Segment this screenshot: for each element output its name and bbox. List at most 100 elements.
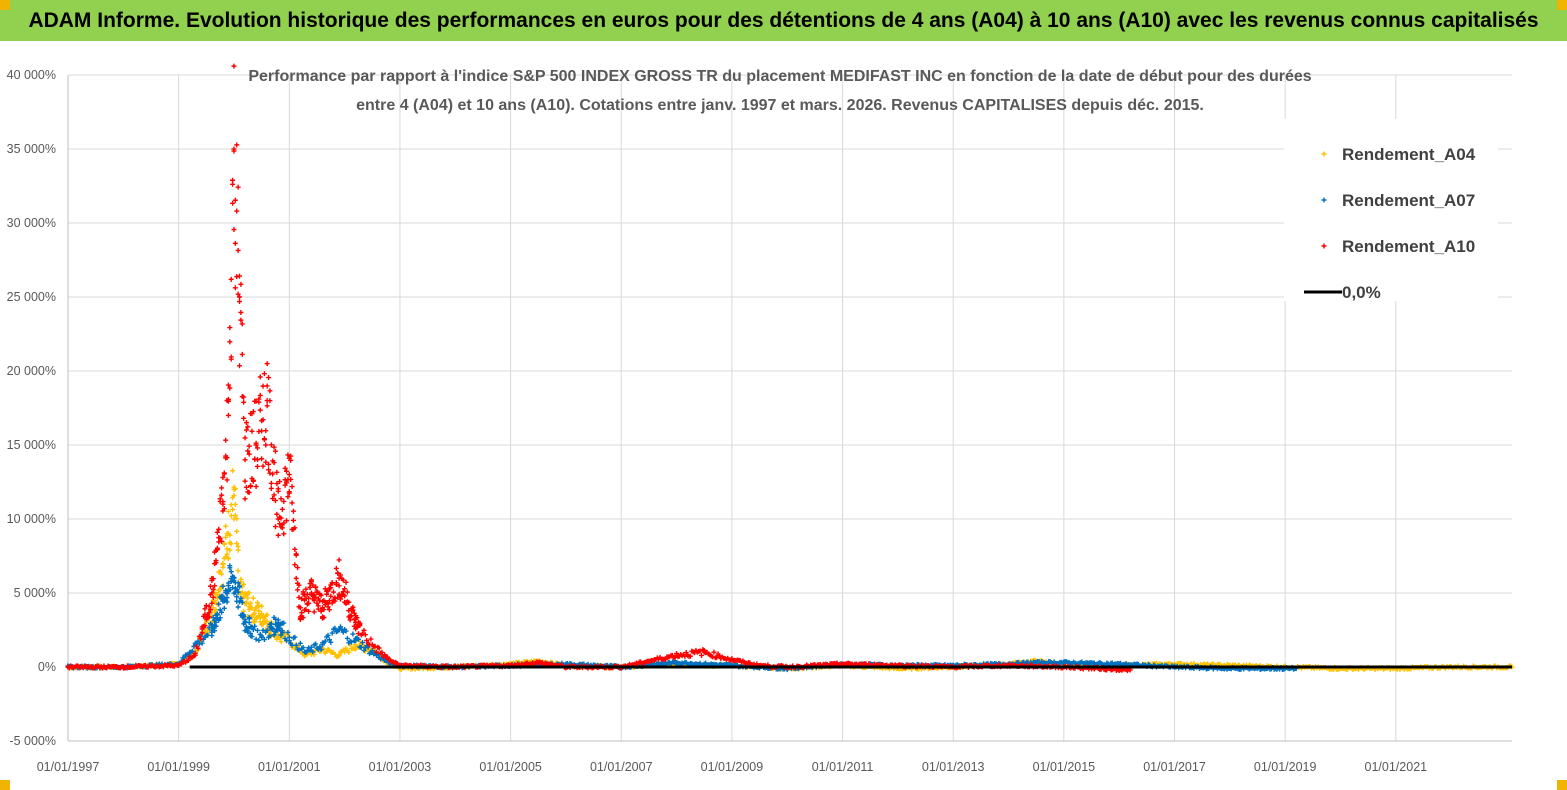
- series-point: [292, 634, 298, 640]
- series-point: [261, 619, 267, 625]
- series-point: [224, 599, 230, 605]
- series-point: [284, 518, 290, 524]
- series-point: [261, 436, 267, 442]
- series-point: [285, 494, 291, 500]
- series-point: [271, 632, 277, 638]
- series-point: [297, 640, 303, 646]
- series-point: [1321, 197, 1327, 203]
- series-point: [329, 600, 335, 606]
- series-point: [225, 555, 231, 561]
- series-point: [219, 571, 225, 577]
- series-point: [250, 409, 256, 415]
- series-point: [225, 508, 231, 514]
- series-point: [279, 628, 285, 634]
- series-point: [246, 620, 252, 626]
- series-point: [336, 583, 342, 589]
- series-point: [257, 392, 263, 398]
- series-point: [278, 496, 284, 502]
- series-point: [285, 629, 291, 635]
- x-tick-label: 01/01/2003: [369, 760, 432, 774]
- series-point: [223, 554, 229, 560]
- series-point: [698, 652, 704, 658]
- series-point: [232, 240, 238, 246]
- series-point: [189, 648, 195, 654]
- legend-entry-label: Rendement_A10: [1342, 237, 1475, 256]
- series-point: [264, 361, 270, 367]
- series-point: [212, 628, 218, 634]
- series-point: [231, 63, 237, 69]
- series-point: [234, 142, 240, 148]
- series-point: [238, 317, 244, 323]
- series-point: [232, 501, 238, 507]
- series-point: [228, 276, 234, 282]
- series-point: [246, 451, 252, 457]
- series-point: [246, 443, 252, 449]
- y-tick-label: 40 000%: [7, 68, 56, 82]
- series-point: [221, 470, 227, 476]
- series-point: [248, 600, 254, 606]
- series-point: [202, 606, 208, 612]
- series-point: [231, 227, 237, 233]
- series-point: [288, 476, 294, 482]
- series-point: [239, 351, 245, 357]
- series-point: [235, 184, 241, 190]
- y-tick-label: 0%: [38, 660, 56, 674]
- series-point: [274, 511, 280, 517]
- series-point: [220, 499, 226, 505]
- series-point: [219, 609, 225, 615]
- series-point: [318, 647, 324, 653]
- series-point: [203, 603, 209, 609]
- series-point: [242, 457, 248, 463]
- series-point: [350, 631, 356, 637]
- series-point: [284, 480, 290, 486]
- series-point: [234, 594, 240, 600]
- series-point: [242, 617, 248, 623]
- series-point: [223, 523, 229, 529]
- series-point: [271, 460, 277, 466]
- series-point: [333, 582, 339, 588]
- series-point: [198, 636, 204, 642]
- series-point: [230, 200, 236, 206]
- series-point: [303, 607, 309, 613]
- corner-marker-top-right: [1557, 0, 1567, 10]
- series-point: [669, 652, 675, 658]
- x-tick-label: 01/01/2009: [701, 760, 764, 774]
- legend-entry-label: Rendement_A04: [1342, 145, 1476, 164]
- series-point: [293, 575, 299, 581]
- series-point: [220, 583, 226, 589]
- series-point: [271, 492, 277, 498]
- series-point: [259, 603, 265, 609]
- series-point: [355, 636, 361, 642]
- series-point: [225, 382, 231, 388]
- series-point: [296, 647, 302, 653]
- series-point: [241, 415, 247, 421]
- series-point: [192, 650, 198, 656]
- series-point: [306, 600, 312, 606]
- series-point: [266, 375, 272, 381]
- series-point: [254, 600, 260, 606]
- series-point: [232, 285, 238, 291]
- series-point: [235, 604, 241, 610]
- x-tick-label: 01/01/2019: [1254, 760, 1317, 774]
- series-point: [308, 644, 314, 650]
- corner-marker-bottom-left: [0, 780, 10, 790]
- series-point: [234, 528, 240, 534]
- series-point: [237, 583, 243, 589]
- report-banner-title: ADAM Informe. Evolution historique des p…: [28, 8, 1539, 32]
- series-point: [252, 623, 258, 629]
- series-point: [326, 637, 332, 643]
- series-point: [242, 478, 248, 484]
- series-point: [246, 590, 252, 596]
- series-point: [267, 398, 273, 404]
- scatter-chart: 40 000% 35 000% 30 000% 25 000% 20 000% 15 00…: [7, 63, 1515, 774]
- series-point: [246, 604, 252, 610]
- series-rendement-a10: [65, 63, 1133, 674]
- series-point: [227, 547, 233, 553]
- legend-entry-label: 0,0%: [1342, 283, 1381, 302]
- y-tick-label: 10 000%: [7, 512, 56, 526]
- series-point: [253, 484, 259, 490]
- series-point: [225, 396, 231, 402]
- series-point: [216, 601, 222, 607]
- series-point: [307, 647, 313, 653]
- series-point: [245, 448, 251, 454]
